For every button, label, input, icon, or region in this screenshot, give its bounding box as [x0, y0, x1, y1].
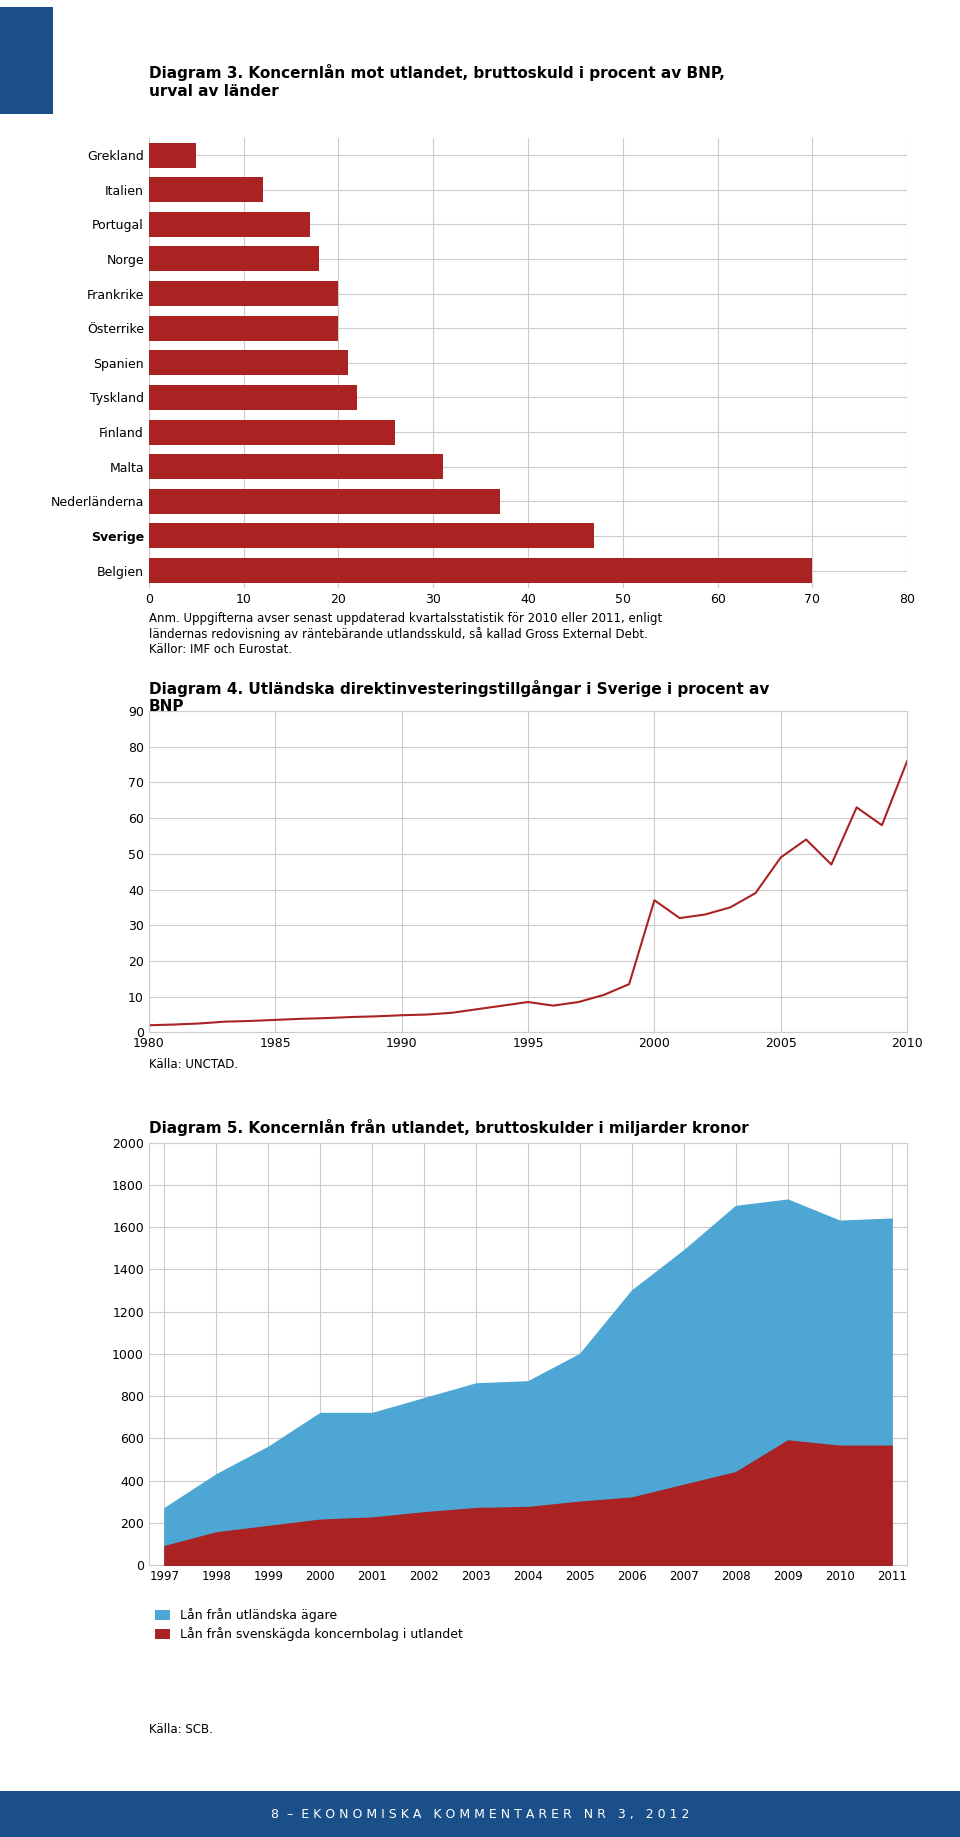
Legend: Lån från utländska ägare, Lån från svenskägda koncernbolag i utlandet: Lån från utländska ägare, Lån från svens…	[156, 1607, 463, 1640]
Text: Källa: SCB.: Källa: SCB.	[149, 1723, 213, 1736]
Bar	[149, 211, 310, 237]
Text: Diagram 5. Koncernlån från utlandet, bruttoskulder i miljarder kronor: Diagram 5. Koncernlån från utlandet, bru…	[149, 1119, 749, 1135]
Bar	[149, 558, 812, 582]
Bar	[149, 489, 499, 514]
Bar	[149, 316, 339, 340]
Text: Diagram 4. Utländska direktinvesteringstillgångar i Sverige i procent av
BNP: Diagram 4. Utländska direktinvesteringst…	[149, 680, 769, 715]
Text: Diagram 3. Koncernlån mot utlandet, bruttoskuld i procent av BNP,
urval av lände: Diagram 3. Koncernlån mot utlandet, brut…	[149, 64, 725, 99]
Text: Källa: UNCTAD.: Källa: UNCTAD.	[149, 1058, 238, 1071]
Bar	[149, 419, 396, 445]
Bar	[149, 281, 339, 307]
Bar	[149, 454, 443, 479]
Text: Anm. Uppgifterna avser senast uppdaterad kvartalsstatistik för 2010 eller 2011, : Anm. Uppgifterna avser senast uppdaterad…	[149, 612, 662, 656]
Bar	[149, 386, 357, 410]
Bar	[149, 351, 348, 375]
Bar	[149, 176, 263, 202]
Bar	[149, 246, 320, 272]
Text: 8  –  E K O N O M I S K A   K O M M E N T A R E R   N R   3 ,   2 0 1 2: 8 – E K O N O M I S K A K O M M E N T A …	[271, 1808, 689, 1820]
Bar	[149, 143, 196, 167]
Bar	[149, 524, 594, 549]
